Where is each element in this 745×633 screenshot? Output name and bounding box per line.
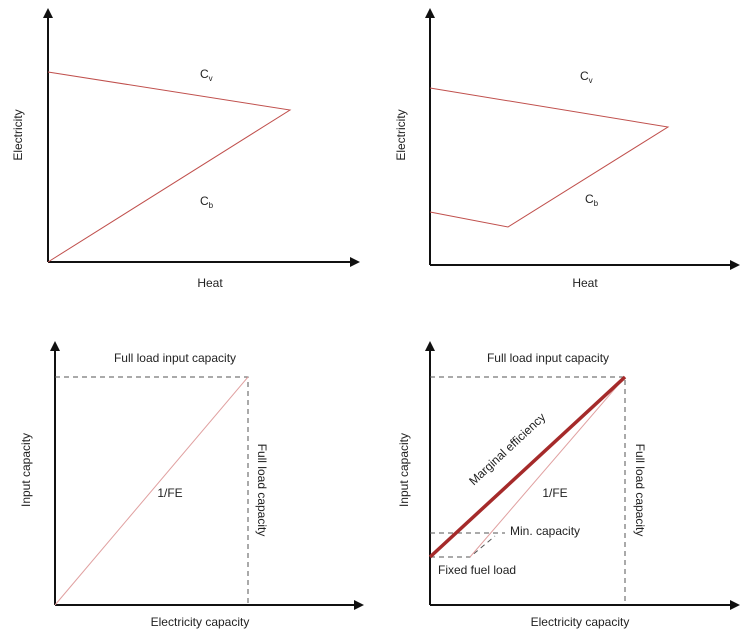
right-label: Full load capacity [255, 444, 269, 537]
panel-3: Full load input capacity Input capacity … [19, 341, 364, 629]
full-load-box [430, 376, 626, 605]
panel-2: Electricity Heat Cv Cb [394, 8, 740, 290]
operating-region [429, 87, 670, 228]
fixed-label: Fixed fuel load [438, 563, 516, 577]
y-label: Electricity [11, 109, 25, 160]
fe-line [469, 376, 626, 558]
cv-label: Cv [580, 69, 593, 85]
min-label: Min. capacity [510, 524, 580, 538]
marginal-efficiency-line [428, 375, 627, 559]
top-label: Full load input capacity [487, 351, 609, 365]
y-label: Electricity [394, 109, 408, 160]
fe-line [54, 376, 249, 606]
x-label: Electricity capacity [531, 615, 630, 629]
x-label: Heat [197, 276, 223, 290]
thick-line-label: Marginal efficiency [466, 410, 548, 488]
y-label: Input capacity [19, 433, 33, 507]
cb-label: Cb [585, 192, 599, 208]
cv-label: Cv [200, 67, 213, 83]
line-label: 1/FE [542, 486, 567, 500]
cb-label: Cb [200, 194, 214, 210]
y-label: Input capacity [397, 433, 411, 507]
panel-1: Electricity Heat Cv Cb [11, 8, 360, 290]
line-label: 1/FE [157, 486, 182, 500]
x-label: Electricity capacity [151, 615, 250, 629]
operating-region [47, 71, 292, 263]
x-label: Heat [572, 276, 598, 290]
top-label: Full load input capacity [114, 351, 236, 365]
panel-4: Full load input capacity Input capacity … [397, 341, 740, 629]
right-label: Full load capacity [633, 444, 647, 537]
